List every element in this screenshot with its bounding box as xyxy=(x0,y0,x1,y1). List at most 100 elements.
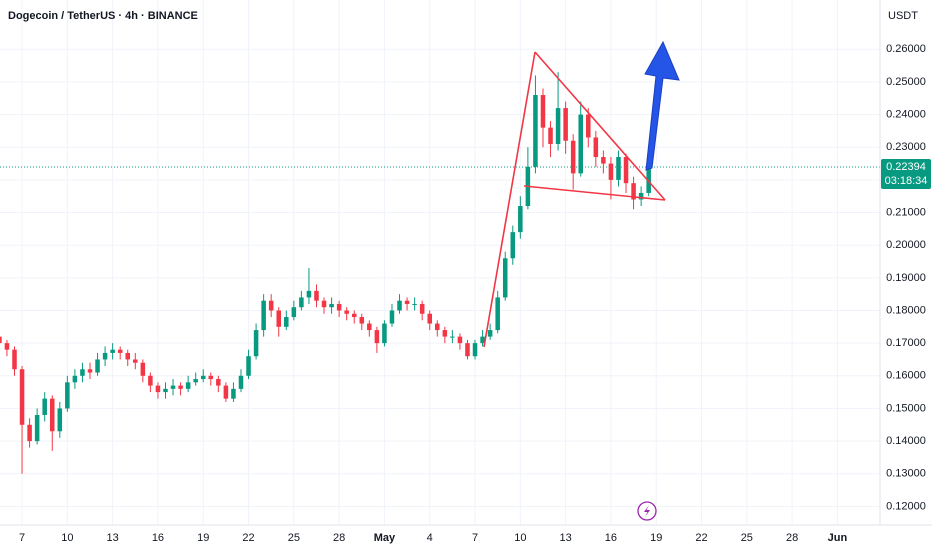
candle-body xyxy=(601,157,606,164)
y-tick-label: 0.16000 xyxy=(886,370,926,382)
candle-body xyxy=(533,95,538,167)
x-tick-label: 16 xyxy=(152,532,164,544)
trend-line xyxy=(483,51,536,348)
candle-body xyxy=(0,336,2,344)
candle-body xyxy=(125,352,131,360)
candle-body xyxy=(442,330,448,337)
lightning-icon[interactable] xyxy=(637,501,657,521)
x-tick-label: 28 xyxy=(786,532,798,544)
pattern-drawing xyxy=(483,51,666,348)
candle-body xyxy=(389,310,395,324)
x-tick-label: 13 xyxy=(107,532,119,544)
candle-body xyxy=(110,349,115,353)
candle-body xyxy=(314,290,319,301)
candle-body xyxy=(102,352,108,360)
candle-body xyxy=(95,359,100,373)
candle-body xyxy=(87,369,93,373)
candles xyxy=(0,72,651,474)
candle-body xyxy=(465,343,470,357)
candle-body xyxy=(608,163,614,180)
candle-body xyxy=(133,359,138,363)
candle-body xyxy=(148,375,153,386)
candle-body xyxy=(80,369,85,376)
y-tick-label: 0.19000 xyxy=(886,272,926,284)
candle-body xyxy=(72,375,78,383)
candle-body xyxy=(593,137,599,158)
x-tick-label: 10 xyxy=(61,532,73,544)
candle-body xyxy=(480,336,485,344)
candle-body xyxy=(586,114,591,138)
candle-body xyxy=(200,375,206,380)
candle-body xyxy=(268,300,274,311)
candle-body xyxy=(487,330,493,337)
x-tick-label: 16 xyxy=(605,532,617,544)
x-tick-label: 25 xyxy=(288,532,300,544)
x-tick-label: 4 xyxy=(427,532,433,544)
candle-body xyxy=(548,127,553,144)
candle-body xyxy=(299,297,304,308)
candle-body xyxy=(419,303,425,314)
y-tick-label: 0.20000 xyxy=(886,239,926,251)
y-tick-label: 0.13000 xyxy=(886,468,926,480)
candle-body xyxy=(34,414,40,442)
candle-body xyxy=(616,157,621,180)
price-tag xyxy=(881,159,931,190)
candle-body xyxy=(27,424,32,442)
candle-body xyxy=(351,313,357,318)
candle-body xyxy=(329,303,334,308)
candle-body xyxy=(261,300,266,331)
y-tick-label: 0.21000 xyxy=(886,206,926,218)
y-tick-label: 0.18000 xyxy=(886,304,926,316)
candle-body xyxy=(382,323,387,344)
candle-body xyxy=(49,398,55,432)
candle-body xyxy=(450,336,455,338)
candle-body xyxy=(155,385,161,393)
candle-body xyxy=(163,388,168,393)
x-tick-label: 7 xyxy=(472,532,478,544)
x-tick-label: 19 xyxy=(197,532,209,544)
candle-body xyxy=(223,385,229,399)
candle-body xyxy=(193,379,198,383)
candle-body xyxy=(472,343,478,357)
candle-body xyxy=(457,336,463,344)
x-tick-label: Jun xyxy=(828,532,848,544)
chart-title: Dogecoin / TetherUS · 4h · BINANCE xyxy=(8,10,198,22)
y-tick-label: 0.23000 xyxy=(886,141,926,153)
candle-body xyxy=(4,343,10,350)
candle-body xyxy=(631,183,636,200)
candle-body xyxy=(291,307,297,318)
x-tick-label: 10 xyxy=(514,532,526,544)
candle-body xyxy=(502,258,508,298)
trend-line xyxy=(523,185,666,201)
y-tick-label: 0.12000 xyxy=(886,500,926,512)
candle-body xyxy=(638,192,644,200)
x-tick-label: 19 xyxy=(650,532,662,544)
candle-body xyxy=(284,317,289,327)
last-price-label: 0.22394 xyxy=(886,161,926,173)
candle-body xyxy=(570,140,576,174)
trend-line xyxy=(534,51,666,201)
candle-body xyxy=(276,310,282,327)
candle-body xyxy=(374,330,380,344)
icon xyxy=(644,505,650,517)
candle-body xyxy=(170,385,176,389)
x-tick-label: May xyxy=(374,532,396,544)
candle-body xyxy=(359,317,365,324)
candle-body xyxy=(19,369,25,425)
candle-body xyxy=(12,349,17,370)
y-tick-label: 0.26000 xyxy=(886,43,926,55)
y-tick-label: 0.25000 xyxy=(886,76,926,88)
candle-body xyxy=(435,323,440,331)
candle-body xyxy=(646,167,651,193)
candle-body xyxy=(563,108,568,141)
candle-body xyxy=(404,300,410,304)
x-tick-label: 25 xyxy=(741,532,753,544)
candle-body xyxy=(495,297,500,331)
x-tick-label: 22 xyxy=(695,532,707,544)
candle-body xyxy=(540,95,546,128)
candle-body xyxy=(623,157,629,184)
y-tick-label: 0.17000 xyxy=(886,337,926,349)
candle-body xyxy=(208,375,214,380)
